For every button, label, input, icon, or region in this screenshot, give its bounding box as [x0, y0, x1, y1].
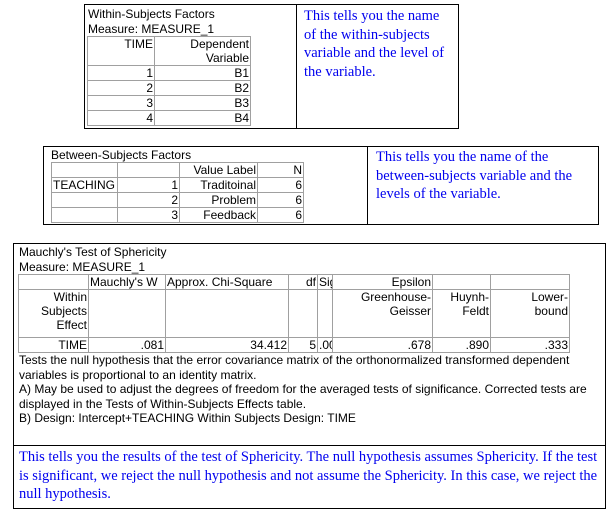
header-row: Value Label N — [51, 162, 304, 178]
header-n: N — [257, 162, 304, 178]
header-dependent-variable: Dependent Variable — [154, 36, 251, 66]
table-row: 3 Feedback 6 — [51, 207, 304, 223]
value-cell: 2 — [117, 192, 180, 208]
header-chi-square: Approx. Chi-Square — [165, 274, 289, 290]
header-time: TIME — [87, 36, 155, 66]
gg-cell: .678 — [332, 337, 433, 353]
table-row: 2 B2 — [87, 80, 251, 96]
time-cell: 2 — [87, 80, 155, 96]
hf-cell: .890 — [432, 337, 491, 353]
table-title: Mauchly's Test of Sphericity — [19, 245, 167, 259]
divider — [14, 445, 605, 446]
mauchly-explanation: This tells you the results of the test o… — [19, 449, 598, 502]
variable-cell: B3 — [154, 95, 251, 111]
header-row: TIME Dependent Variable — [87, 36, 251, 66]
within-explanation: This tells you the name of the within-su… — [304, 8, 445, 80]
df-cell: 5 — [288, 337, 318, 353]
variable-cell: B4 — [154, 110, 251, 126]
factor-cell: TEACHING — [51, 177, 118, 193]
header-df: df — [288, 274, 318, 290]
header-greenhouse-geisser: Greenhouse- Geisser — [332, 289, 433, 338]
label-cell: Traditoinal — [179, 177, 258, 193]
table-row: 4 B4 — [87, 110, 251, 126]
table-title: Between-Subjects Factors — [51, 148, 192, 162]
n-cell: 6 — [257, 192, 304, 208]
divider — [296, 5, 297, 128]
effect-cell: TIME — [18, 337, 89, 353]
within-subjects-table: TIME Dependent Variable 1 B1 2 B2 3 B3 4 B4 — [87, 36, 251, 126]
time-cell: 3 — [87, 95, 155, 111]
header-value-label: Value Label — [179, 162, 258, 178]
header-effect: Within Subjects Effect — [18, 289, 89, 338]
between-subjects-panel: Between-Subjects Factors Value Label N TE… — [43, 146, 599, 225]
chi-cell: 34.412 — [165, 337, 289, 353]
between-subjects-table: Value Label N TEACHING 1 Traditoinal 6 2 Prob… — [51, 162, 304, 223]
label-cell: Feedback — [179, 207, 258, 223]
n-cell: 6 — [257, 207, 304, 223]
table-title: Within-Subjects Factors — [88, 7, 215, 21]
n-cell: 6 — [257, 177, 304, 193]
value-cell: 1 — [117, 177, 180, 193]
w-cell: .081 — [88, 337, 166, 353]
time-cell: 4 — [87, 110, 155, 126]
divider — [367, 147, 368, 224]
header-lower-bound: Lower-bound — [490, 289, 570, 338]
value-cell: 3 — [117, 207, 180, 223]
header-huynh-feldt: Huynh- Feldt — [432, 289, 491, 338]
time-cell: 1 — [87, 65, 155, 81]
table-row: 2 Problem 6 — [51, 192, 304, 208]
table-row: TEACHING 1 Traditoinal 6 — [51, 177, 304, 193]
footnote: A) May be used to adjust the degrees of … — [19, 382, 587, 411]
header-mauchly-w: Mauchly's W — [88, 274, 166, 290]
header-epsilon: Epsilon — [332, 274, 433, 290]
table-row: 3 B3 — [87, 95, 251, 111]
mauchly-panel: Mauchly's Test of Sphericity Measure: ME… — [13, 243, 606, 509]
sig-cell: .000 — [317, 337, 333, 353]
subheader-row: Within Subjects Effect Greenhouse- Geisser Hu… — [18, 289, 570, 338]
footnote: B) Design: Intercept+TEACHING Within Sub… — [19, 411, 356, 425]
lb-cell: .333 — [490, 337, 570, 353]
within-subjects-panel: Within-Subjects Factors Measure: MEASURE… — [84, 4, 459, 129]
variable-cell: B1 — [154, 65, 251, 81]
label-cell: Problem — [179, 192, 258, 208]
table-row: 1 B1 — [87, 65, 251, 81]
measure-label: Measure: MEASURE_1 — [19, 260, 146, 274]
header-sig: Sig. — [317, 274, 333, 290]
between-explanation: This tells you the name of the between-s… — [376, 149, 573, 202]
footnote: Tests the null hypothesis that the error… — [19, 353, 570, 382]
variable-cell: B2 — [154, 80, 251, 96]
measure-label: Measure: MEASURE_1 — [88, 22, 215, 36]
